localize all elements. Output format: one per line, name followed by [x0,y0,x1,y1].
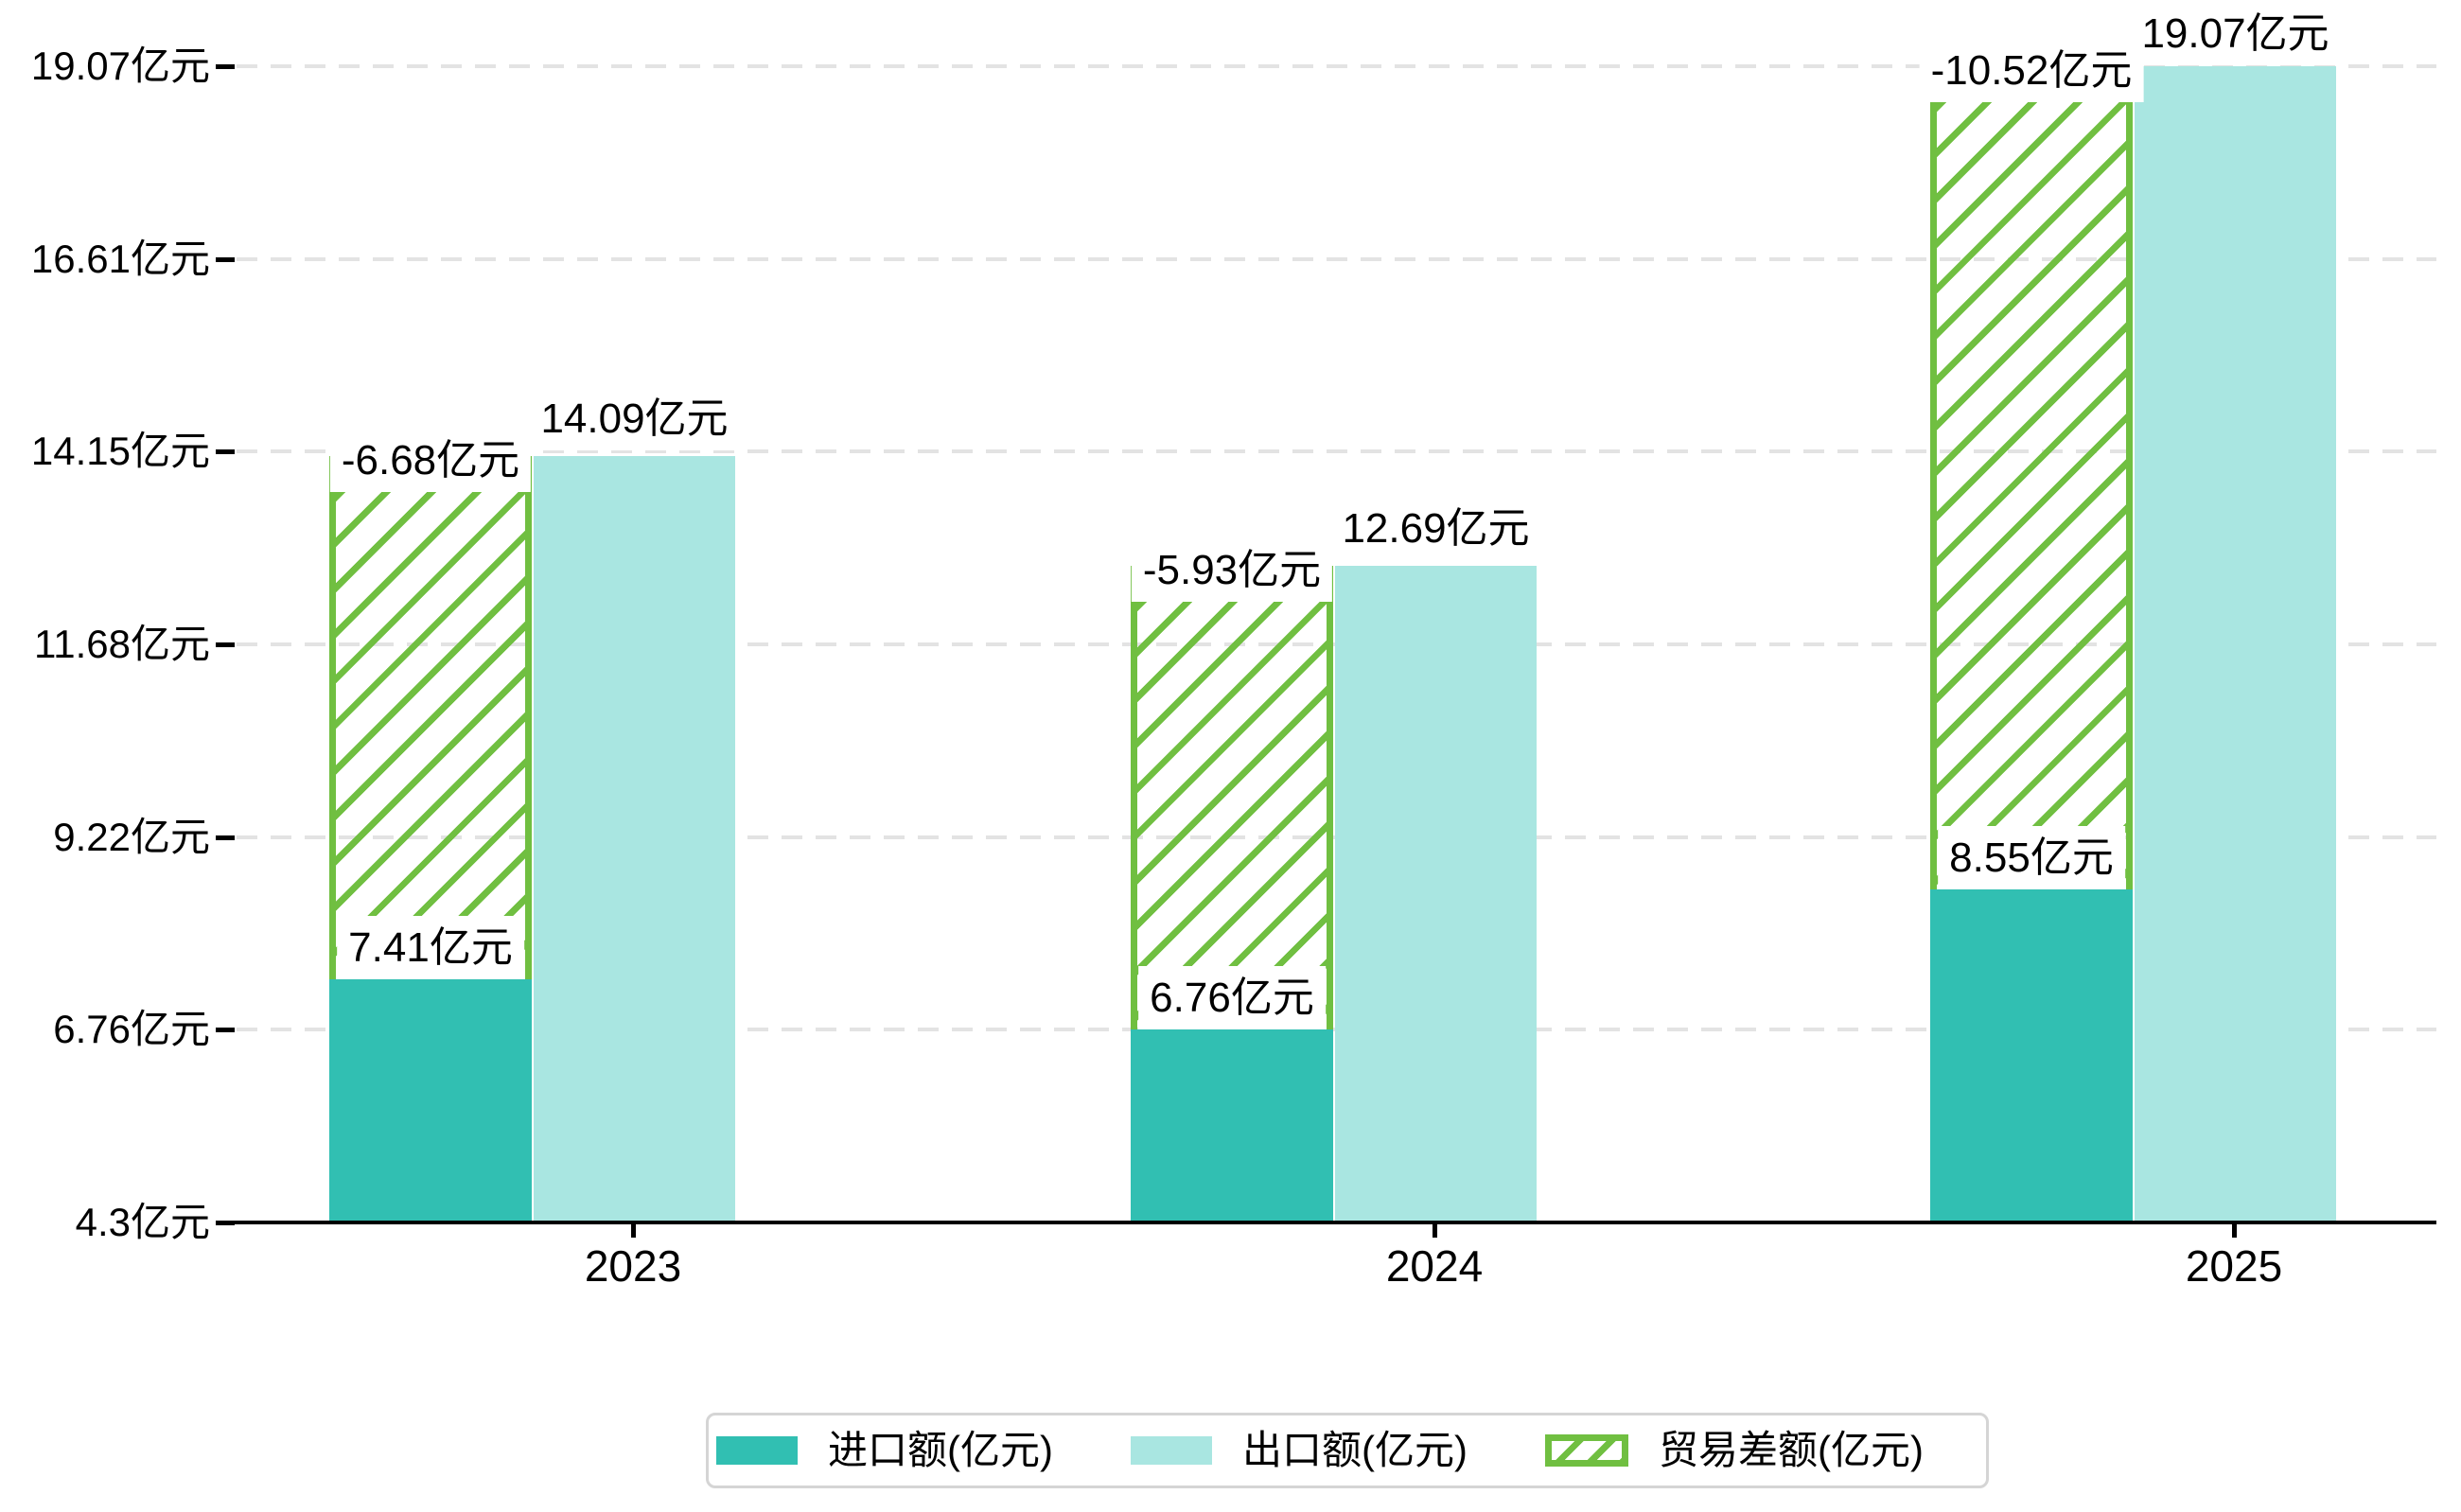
bar-export-2024[interactable] [1335,565,1537,1222]
bar-balance-2023[interactable] [329,456,532,979]
y-axis-tick [216,835,235,840]
legend-label-import: 进口额(亿元) [828,1428,1053,1472]
x-axis-category-label: 2025 [2185,1241,2283,1291]
bar-import-2025[interactable] [1930,889,2133,1222]
export-value-label: 19.07亿元 [2130,2,2341,65]
export-value-label: 12.69亿元 [1330,496,1541,560]
export-color-swatch [1130,1436,1212,1465]
y-axis-tick-label: 19.07亿元 [30,44,210,88]
import-value-label: 7.41亿元 [337,915,524,979]
y-axis-tick [216,642,235,648]
legend: 进口额(亿元) 出口额(亿元) 贸易差额(亿元) [706,1413,1989,1488]
y-axis-tick [216,1028,235,1033]
y-axis-tick-label: 16.61亿元 [30,236,210,281]
y-axis-tick-label: 4.3亿元 [75,1200,210,1244]
legend-label-balance: 贸易差额(亿元) [1658,1428,1924,1472]
balance-value-label: -6.68亿元 [329,429,532,493]
legend-label-export: 出口额(亿元) [1241,1428,1468,1472]
y-axis-tick-label: 11.68亿元 [34,622,210,667]
y-axis-tick [216,449,235,455]
y-axis-tick-label: 6.76亿元 [53,1007,210,1052]
export-value-label: 14.09亿元 [529,387,740,451]
gridline [237,256,2436,261]
bar-balance-2024[interactable] [1131,565,1333,1030]
y-axis-tick [216,256,235,262]
bar-export-2025[interactable] [2135,66,2336,1222]
legend-item-import[interactable]: 进口额(亿元) [716,1428,1131,1473]
legend-item-balance[interactable]: 贸易差额(亿元) [1544,1428,1924,1473]
gridline [237,449,2436,454]
balance-hatch-swatch [1544,1434,1628,1467]
balance-value-label: -10.52亿元 [1919,39,2144,102]
x-axis-tick [1433,1222,1437,1238]
bar-export-2023[interactable] [534,456,735,1222]
bar-import-2023[interactable] [329,978,532,1222]
x-axis-category-label: 2024 [1385,1241,1484,1291]
y-axis-tick [216,64,235,69]
gridline [237,64,2436,68]
x-axis-tick [2232,1222,2237,1238]
import-color-swatch [716,1436,798,1465]
import-value-label: 8.55亿元 [1938,826,2125,890]
import-value-label: 6.76亿元 [1138,966,1326,1030]
x-axis-category-label: 2023 [584,1241,682,1291]
x-axis-line [220,1221,2436,1224]
legend-item-export[interactable]: 出口额(亿元) [1130,1428,1545,1473]
x-axis-tick [631,1222,636,1238]
bar-balance-2025[interactable] [1930,66,2133,890]
y-axis-tick-label: 14.15亿元 [30,429,210,474]
balance-value-label: -5.93亿元 [1131,537,1333,602]
bar-import-2024[interactable] [1131,1029,1333,1222]
y-axis-tick-label: 9.22亿元 [53,814,210,859]
